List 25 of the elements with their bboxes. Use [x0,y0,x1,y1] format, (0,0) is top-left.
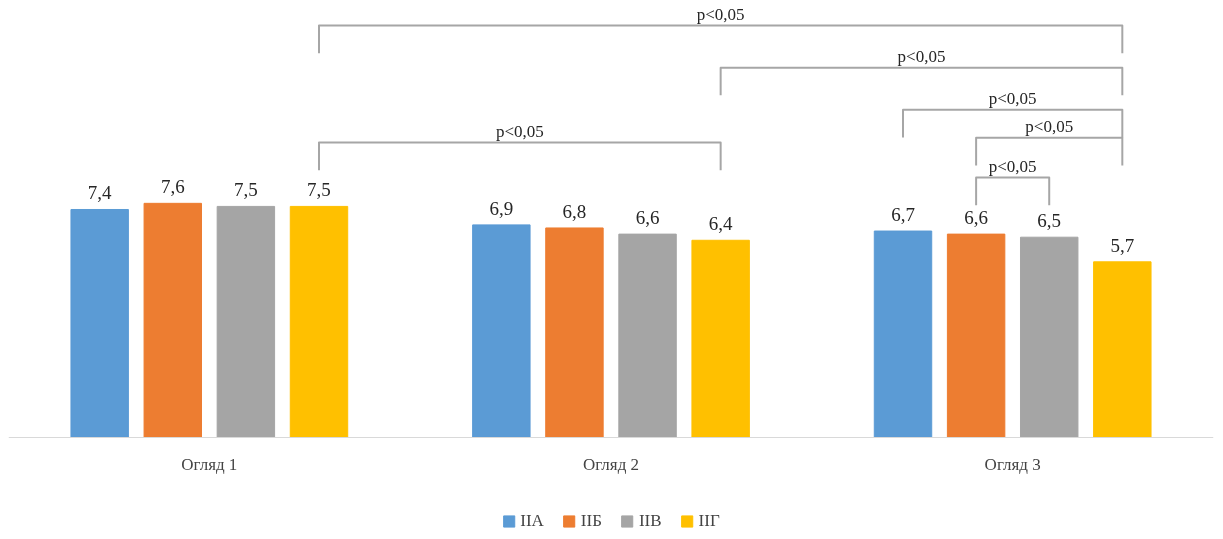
data-label: 6,8 [562,200,587,222]
text: p<0,05 [988,88,1037,108]
x-tick-label: Огляд 3 [984,455,1041,475]
data-label: 7,6 [160,176,185,198]
data-label: 6,7 [891,204,915,226]
data-label: 7,4 [87,182,113,204]
data-label: 6,6 [635,207,660,229]
legend-label: IIГ [698,511,720,531]
data-label: 7,5 [234,179,258,201]
data-label: 6,5 [1037,210,1062,232]
data-label: 6,6 [964,207,988,229]
text: p<0,05 [495,121,544,141]
legend-label: IIБ [580,511,602,531]
x-tick-label: Огляд 1 [181,455,238,475]
text: p<0,05 [696,4,745,24]
data-label: 6,9 [489,197,514,219]
x-tick-label: Огляд 2 [582,455,640,475]
data-label: 5,7 [1110,234,1135,256]
legend-label: IIА [520,511,544,531]
text: p<0,05 [1025,116,1074,136]
legend-label: IIВ [638,511,662,531]
data-label: 7,5 [307,179,331,201]
text: p<0,05 [988,156,1037,176]
text: p<0,05 [897,46,946,66]
data-label: 6,4 [708,213,734,235]
